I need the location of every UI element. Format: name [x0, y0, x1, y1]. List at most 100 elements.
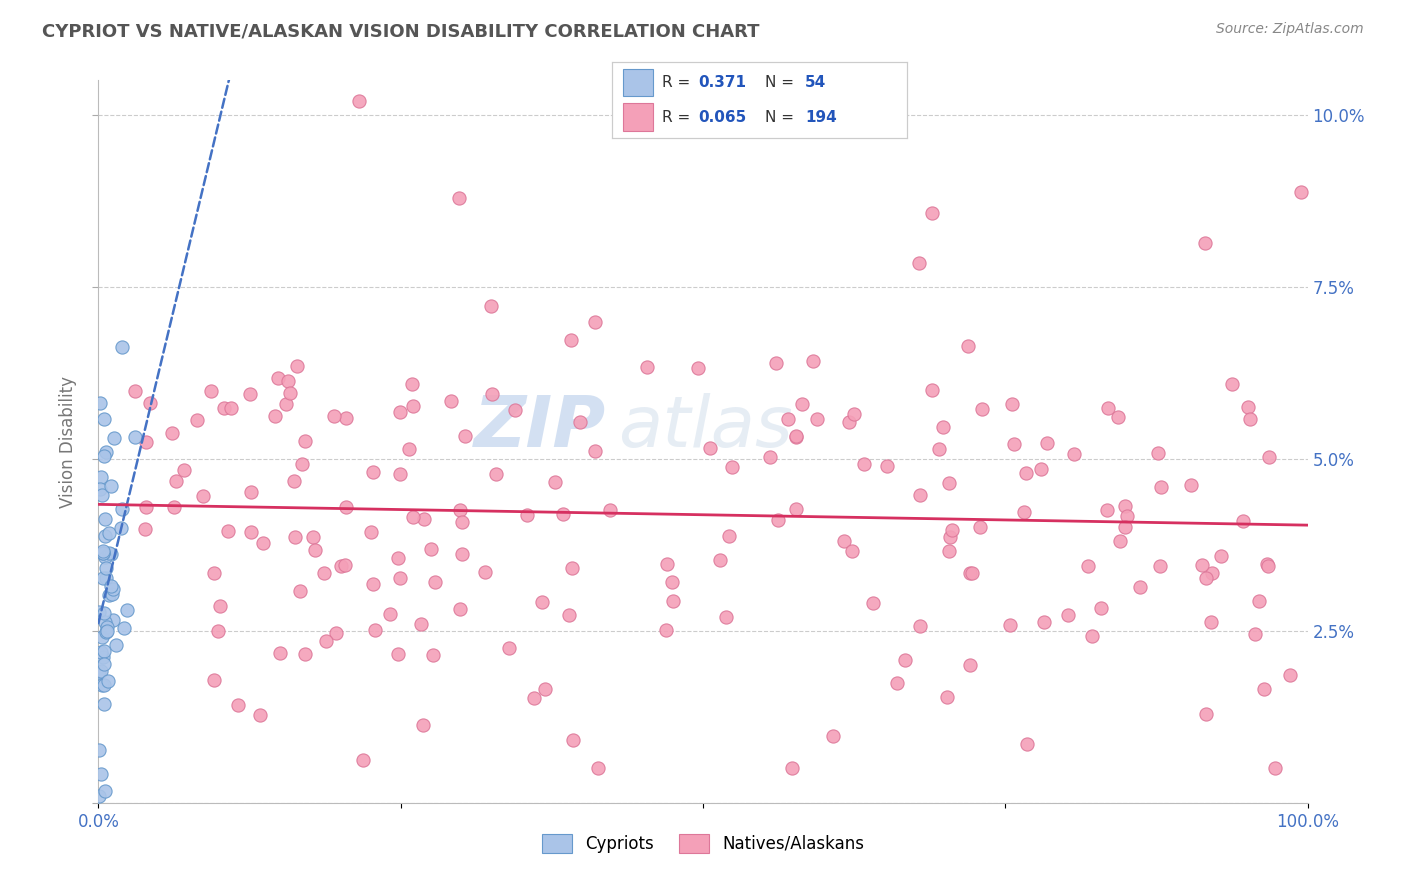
Point — [207, 624, 229, 639]
Point — [101, 587, 124, 601]
Point — [1014, 505, 1036, 519]
Point — [959, 657, 981, 672]
Point — [90, 767, 112, 781]
Point — [956, 339, 979, 353]
Point — [936, 690, 959, 705]
Point — [288, 584, 311, 599]
Point — [93, 529, 115, 543]
Point — [853, 457, 876, 471]
Point — [335, 410, 357, 425]
Point — [498, 640, 520, 655]
Point — [90, 470, 112, 484]
Point — [283, 474, 305, 488]
Point — [960, 566, 983, 580]
Point — [485, 467, 508, 482]
Point — [322, 409, 344, 423]
Point — [1220, 377, 1243, 392]
Point — [1278, 667, 1301, 681]
Point — [661, 575, 683, 590]
Point — [1114, 520, 1136, 534]
Point — [931, 419, 953, 434]
Point — [94, 615, 117, 629]
Point — [112, 621, 135, 635]
Point — [87, 789, 110, 803]
Y-axis label: Vision Disability: Vision Disability — [59, 376, 77, 508]
Point — [780, 761, 803, 775]
Point — [505, 403, 527, 417]
Point — [98, 588, 121, 602]
Point — [759, 450, 782, 464]
Point — [534, 681, 557, 696]
FancyBboxPatch shape — [623, 103, 652, 130]
Point — [1147, 446, 1170, 460]
Point — [844, 407, 866, 421]
Point — [98, 546, 121, 560]
Point — [1000, 617, 1022, 632]
Point — [1149, 558, 1171, 573]
Point — [425, 575, 447, 590]
Text: CYPRIOT VS NATIVE/ALASKAN VISION DISABILITY CORRELATION CHART: CYPRIOT VS NATIVE/ALASKAN VISION DISABIL… — [42, 22, 759, 40]
Point — [387, 551, 409, 566]
Point — [93, 657, 115, 671]
Point — [449, 502, 471, 516]
Point — [97, 673, 120, 688]
Point — [1063, 447, 1085, 461]
Point — [766, 513, 789, 527]
Point — [139, 395, 162, 409]
Point — [941, 523, 963, 537]
Point — [91, 546, 114, 560]
Point — [938, 475, 960, 490]
Point — [249, 708, 271, 723]
Point — [560, 333, 582, 347]
Point — [226, 698, 249, 712]
Point — [1090, 601, 1112, 615]
Point — [1253, 681, 1275, 696]
Point — [91, 649, 114, 664]
Text: 54: 54 — [806, 75, 827, 90]
Point — [193, 489, 215, 503]
Point — [1232, 514, 1254, 528]
Point — [785, 429, 807, 443]
Text: 0.371: 0.371 — [699, 75, 747, 90]
Point — [90, 664, 112, 678]
Point — [325, 626, 347, 640]
Point — [278, 385, 301, 400]
Point — [101, 582, 124, 596]
Point — [294, 434, 316, 448]
Point — [1257, 559, 1279, 574]
Point — [785, 429, 807, 443]
Point — [1002, 437, 1025, 451]
Point — [335, 500, 357, 514]
Point — [765, 355, 787, 369]
Point — [315, 633, 337, 648]
Point — [329, 559, 352, 574]
Point — [94, 571, 117, 585]
Point — [89, 483, 111, 497]
Point — [284, 530, 307, 544]
Point — [89, 605, 111, 619]
Point — [202, 673, 225, 687]
Point — [1036, 436, 1059, 450]
Point — [89, 665, 111, 679]
Point — [91, 571, 114, 585]
Point — [91, 546, 114, 560]
Point — [1097, 503, 1119, 517]
Point — [921, 383, 943, 397]
Point — [93, 450, 115, 464]
Point — [1195, 571, 1218, 585]
Point — [111, 502, 134, 516]
Point — [163, 500, 186, 514]
Point — [716, 610, 738, 624]
Point — [363, 577, 385, 591]
Point — [165, 474, 187, 488]
Point — [561, 561, 583, 575]
Point — [94, 445, 117, 459]
Point — [135, 434, 157, 449]
Point — [134, 522, 156, 536]
Point — [1081, 629, 1104, 643]
Point — [93, 512, 115, 526]
Point — [89, 395, 111, 409]
Point — [1258, 450, 1281, 464]
Point — [1195, 707, 1218, 722]
Point — [449, 602, 471, 616]
